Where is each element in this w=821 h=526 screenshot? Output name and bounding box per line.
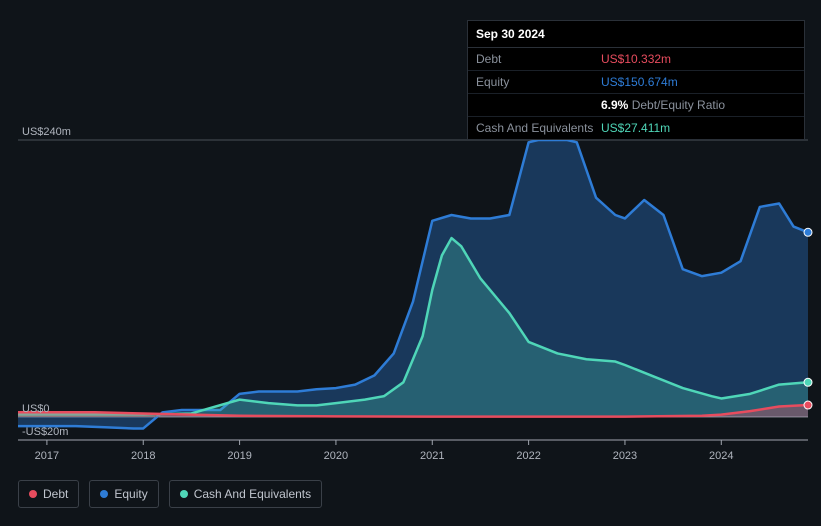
x-tick-label: 2021 (420, 450, 444, 462)
x-tick-label: 2020 (324, 450, 348, 462)
legend-label: Cash And Equivalents (194, 487, 311, 501)
tooltip-value: US$27.411m (601, 121, 670, 135)
tooltip-row: EquityUS$150.674m (468, 71, 804, 94)
legend-marker-icon (29, 490, 37, 498)
tooltip-value: US$10.332m (601, 52, 671, 66)
x-tick-label: 2024 (709, 450, 733, 462)
legend-item-cash-and-equivalents[interactable]: Cash And Equivalents (169, 480, 322, 508)
y-tick-label: -US$20m (22, 426, 68, 438)
legend-label: Equity (114, 487, 147, 501)
tooltip-value: 6.9% Debt/Equity Ratio (601, 98, 725, 112)
y-tick-label: US$240m (22, 126, 71, 138)
tooltip-label: Equity (476, 75, 601, 89)
legend-marker-icon (180, 490, 188, 498)
y-tick-label: US$0 (22, 403, 50, 415)
x-tick-label: 2017 (35, 450, 59, 462)
tooltip-label: Cash And Equivalents (476, 121, 601, 135)
legend-marker-icon (100, 490, 108, 498)
tooltip-row: DebtUS$10.332m (468, 48, 804, 71)
financial-chart: US$240m US$0 -US$20m 2017 2018 2019 2020 2021 2… (0, 0, 821, 526)
tooltip-row: Cash And EquivalentsUS$27.411m (468, 117, 804, 139)
tooltip-value: US$150.674m (601, 75, 678, 89)
legend-item-debt[interactable]: Debt (18, 480, 79, 508)
x-tick-label: 2018 (131, 450, 155, 462)
tooltip: Sep 30 2024 DebtUS$10.332mEquityUS$150.6… (467, 20, 805, 140)
tooltip-label (476, 98, 601, 112)
legend-item-equity[interactable]: Equity (89, 480, 158, 508)
x-tick-label: 2019 (227, 450, 251, 462)
x-tick-label: 2023 (613, 450, 637, 462)
tooltip-row: 6.9% Debt/Equity Ratio (468, 94, 804, 117)
x-tick-label: 2022 (516, 450, 540, 462)
tooltip-label: Debt (476, 52, 601, 66)
tooltip-date: Sep 30 2024 (468, 21, 804, 48)
legend-label: Debt (43, 487, 68, 501)
legend: Debt Equity Cash And Equivalents (18, 480, 322, 508)
